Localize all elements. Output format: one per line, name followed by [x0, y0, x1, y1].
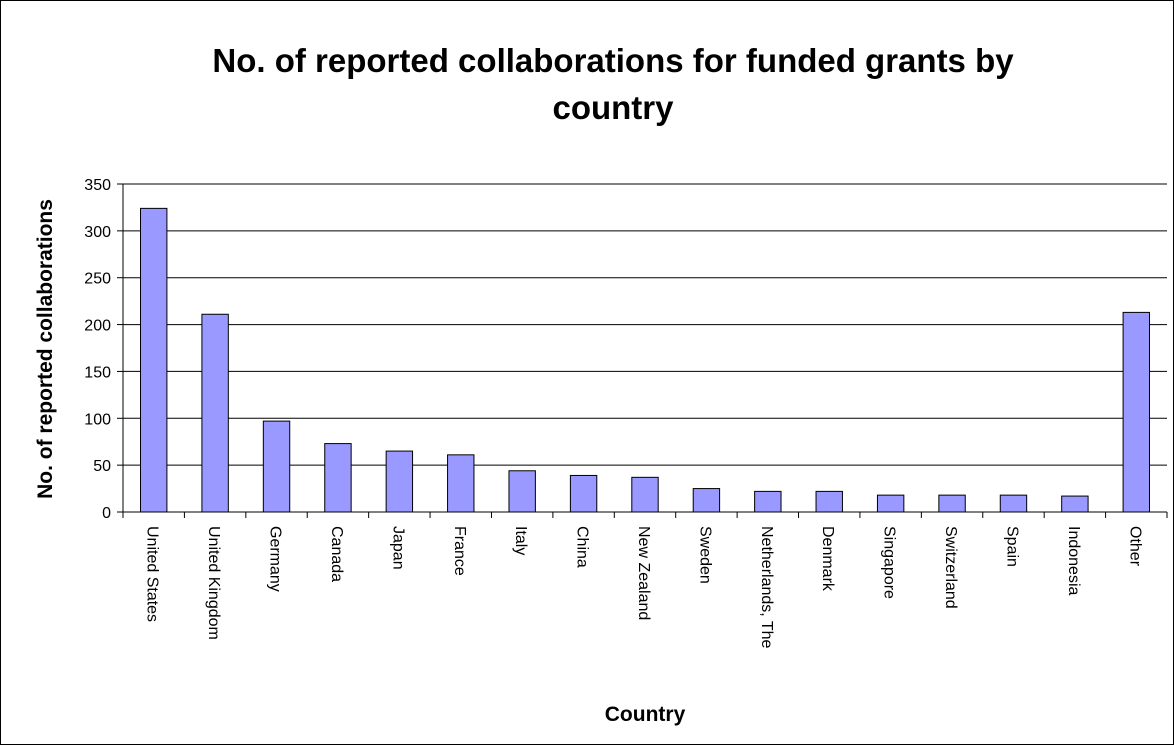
bar — [262, 420, 291, 513]
chart-title-line-2: country — [552, 89, 674, 126]
x-tick-label: United Kingdom — [205, 526, 222, 640]
x-tick-label: Indonesia — [1065, 526, 1082, 595]
x-tick-label: Denmark — [819, 526, 836, 592]
x-tick-label: Japan — [389, 526, 406, 570]
gridlines — [123, 183, 1167, 466]
y-tick-label: 200 — [84, 318, 111, 335]
x-tick-label: New Zealand — [635, 526, 652, 620]
y-tick-label: 100 — [84, 411, 111, 428]
x-tick-label: China — [574, 526, 591, 568]
x-tick-label: France — [451, 526, 468, 576]
x-tick-label: Italy — [512, 526, 529, 555]
bar — [999, 494, 1028, 513]
bar — [508, 470, 536, 513]
x-tick-label: Switzerland — [942, 526, 959, 609]
x-tick-label: United States — [144, 526, 161, 622]
x-tick-label: Singapore — [881, 526, 898, 599]
y-tick-label: 0 — [102, 505, 111, 522]
bar — [1061, 495, 1089, 513]
bar — [140, 207, 168, 513]
y-tick-label: 150 — [84, 364, 111, 381]
bar — [385, 450, 414, 513]
bar — [876, 494, 905, 513]
bar — [938, 494, 966, 513]
y-axis-title: No. of reported collaborations — [34, 199, 57, 499]
x-tick-labels: United States United Kingdom Germany Canada… — [144, 526, 1144, 649]
bar — [754, 490, 782, 513]
bar — [447, 454, 475, 513]
bars — [140, 207, 1150, 513]
bar — [324, 443, 352, 513]
x-tick-label: Sweden — [696, 526, 713, 584]
axes — [117, 183, 1168, 518]
y-tick-label: 250 — [84, 271, 111, 288]
chart-title-line-1: No. of reported collaborations for funde… — [212, 42, 1014, 79]
x-tick-label: Germany — [267, 526, 284, 592]
bar — [631, 476, 659, 513]
bar — [201, 313, 229, 513]
x-tick-label: Other — [1126, 526, 1143, 567]
x-tick-label: Netherlands, The — [758, 526, 775, 649]
bar — [569, 474, 598, 513]
bar — [1122, 311, 1150, 513]
y-tick-label: 300 — [84, 224, 111, 241]
x-tick-label: Spain — [1003, 526, 1020, 567]
bar — [692, 488, 721, 513]
x-tick-label: Canada — [328, 526, 345, 582]
y-tick-label: 50 — [93, 458, 111, 475]
y-tick-labels: 0 50 100 150 200 250 300 350 — [84, 177, 111, 522]
x-axis-title: Country — [605, 703, 686, 726]
y-tick-label: 350 — [84, 177, 111, 194]
bar — [815, 490, 843, 513]
